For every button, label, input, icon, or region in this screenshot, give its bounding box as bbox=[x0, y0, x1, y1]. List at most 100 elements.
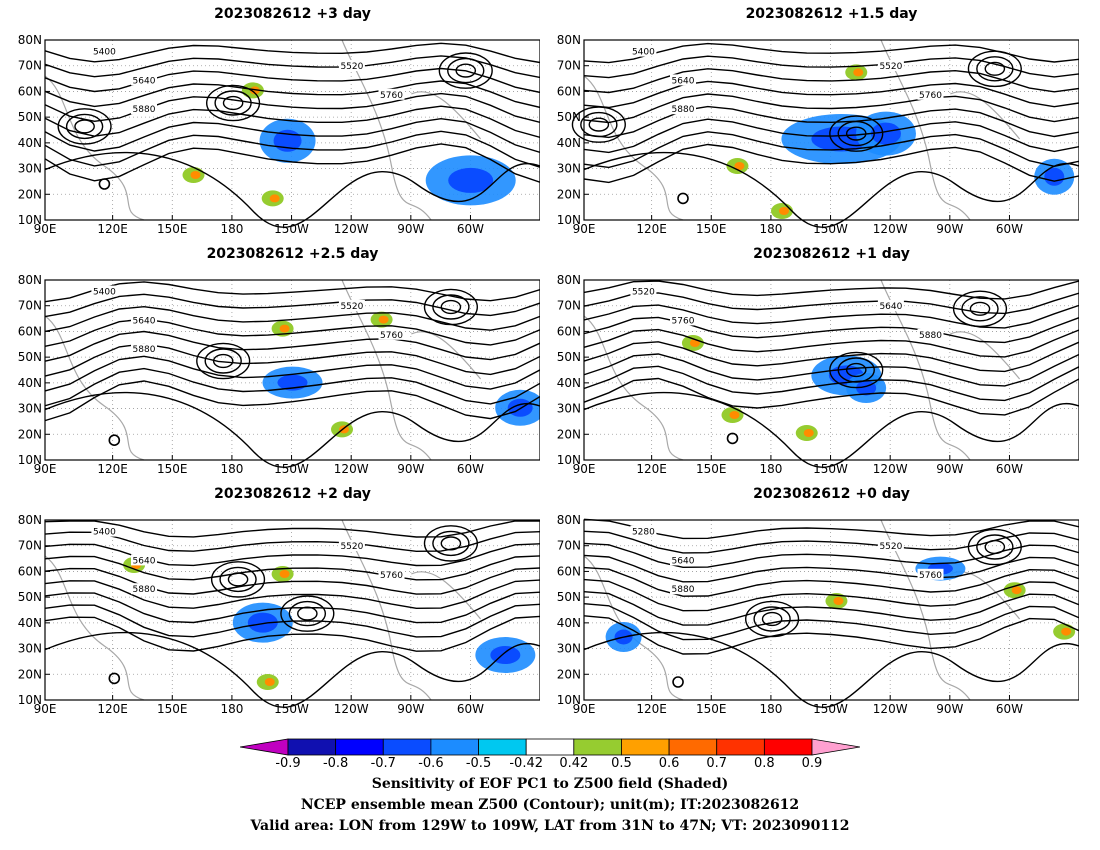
height-contour bbox=[44, 143, 540, 183]
contour-label: 5640 bbox=[131, 314, 157, 326]
colorbar-swatch bbox=[763, 738, 813, 756]
height-contour bbox=[583, 328, 1079, 358]
caption-line-3: Valid area: LON from 129W to 109W, LAT f… bbox=[250, 818, 850, 834]
y-tick-label: 10N bbox=[557, 213, 581, 227]
sensitivity-positive-core bbox=[378, 315, 389, 324]
x-tick-label: 180 bbox=[759, 462, 782, 474]
height-contour bbox=[583, 566, 1079, 597]
closed-contour-high bbox=[98, 178, 111, 190]
closed-contour-low bbox=[967, 528, 1022, 566]
svg-text:5400: 5400 bbox=[93, 528, 116, 538]
caption-line-2: NCEP ensemble mean Z500 (Contour); unit(… bbox=[300, 797, 800, 813]
map-panel: 5400 5520 5640 5760 5880 80N 70N 60N 50N 40N 30N 20… bbox=[18, 274, 540, 474]
svg-text:5760: 5760 bbox=[672, 316, 695, 326]
y-tick-label: 30N bbox=[557, 162, 581, 176]
x-tick-label: 150E bbox=[157, 462, 188, 474]
x-tick-label: 150W bbox=[813, 702, 848, 714]
y-tick-label: 80N bbox=[557, 274, 581, 287]
x-tick-label: 90W bbox=[397, 222, 424, 234]
height-contour bbox=[583, 316, 1079, 344]
contour-label: 5640 bbox=[670, 554, 696, 566]
height-contour bbox=[44, 520, 540, 538]
sensitivity-positive-core bbox=[803, 429, 814, 437]
y-tick-label: 30N bbox=[557, 402, 581, 416]
colorbar-high-extend bbox=[811, 738, 861, 756]
height-contour bbox=[44, 55, 540, 79]
plot-frame bbox=[583, 39, 1079, 221]
y-tick-label: 50N bbox=[18, 350, 42, 364]
y-tick-label: 10N bbox=[18, 453, 42, 467]
closed-contour-high bbox=[108, 672, 121, 685]
x-tick-label: 150W bbox=[274, 462, 309, 474]
x-tick-label: 120E bbox=[97, 462, 128, 474]
y-tick-label: 70N bbox=[18, 539, 42, 553]
x-tick-label: 120E bbox=[636, 222, 667, 234]
y-tick-label: 70N bbox=[18, 59, 42, 73]
contour-label: 5520 bbox=[338, 300, 365, 312]
colorbar-label: -0.8 bbox=[322, 756, 349, 771]
y-tick-label: 50N bbox=[557, 350, 581, 364]
y-tick-label: 60N bbox=[18, 564, 42, 578]
height-contour bbox=[44, 67, 540, 94]
svg-text:5400: 5400 bbox=[93, 48, 116, 58]
svg-text:5880: 5880 bbox=[919, 331, 942, 341]
sensitivity-positive-core bbox=[1011, 586, 1022, 595]
contour-label: 5880 bbox=[917, 328, 944, 341]
closed-contour-low bbox=[984, 61, 1006, 76]
sensitivity-positive-core bbox=[729, 411, 740, 419]
sensitivity-positive-core bbox=[779, 207, 789, 215]
closed-contour-low bbox=[432, 530, 470, 557]
x-tick-label: 60W bbox=[457, 462, 484, 474]
height-contour-5880 bbox=[44, 391, 540, 468]
sensitivity-positive-core bbox=[734, 162, 745, 170]
contour-label: 5760 bbox=[917, 568, 944, 581]
closed-contour-low bbox=[969, 301, 991, 316]
sensitivity-negative-core bbox=[448, 167, 494, 193]
height-contour bbox=[583, 365, 1079, 402]
closed-contour-low bbox=[845, 362, 867, 378]
height-contour bbox=[44, 555, 540, 581]
contour-label: 5880 bbox=[131, 343, 157, 355]
height-contour bbox=[44, 42, 540, 64]
closed-contour-low bbox=[57, 108, 112, 145]
svg-text:5520: 5520 bbox=[632, 288, 655, 298]
y-tick-label: 60N bbox=[557, 84, 581, 98]
plot-frame bbox=[583, 519, 1079, 701]
map-panel: 5400 5520 5640 5760 5880 80N 70N 60N 50N 40N 30N 20… bbox=[557, 34, 1079, 234]
closed-contour-low bbox=[210, 561, 266, 598]
contour-label: 5880 bbox=[131, 103, 157, 115]
x-tick-label: 60W bbox=[996, 222, 1023, 234]
contour-label: 5880 bbox=[670, 583, 696, 595]
contour-label: 5880 bbox=[670, 103, 696, 115]
svg-text:5880: 5880 bbox=[133, 345, 156, 355]
height-contour bbox=[44, 567, 540, 595]
x-tick-label: 90W bbox=[397, 702, 424, 714]
colorbar-label: 0.7 bbox=[706, 756, 728, 771]
plot-frame bbox=[44, 279, 540, 461]
closed-contour-low bbox=[837, 357, 875, 383]
height-contour bbox=[583, 68, 1079, 94]
contour-label: 5760 bbox=[917, 88, 944, 101]
x-tick-label: 150W bbox=[274, 702, 309, 714]
svg-text:5640: 5640 bbox=[133, 76, 156, 86]
x-tick-label: 120E bbox=[636, 462, 667, 474]
x-tick-label: 90E bbox=[34, 462, 57, 474]
y-tick-label: 20N bbox=[557, 187, 581, 201]
height-contour bbox=[44, 92, 540, 123]
contour-label: 5520 bbox=[877, 540, 904, 552]
y-tick-label: 60N bbox=[18, 324, 42, 338]
colorbar-label: 0.6 bbox=[658, 756, 680, 771]
sensitivity-positive-core bbox=[249, 86, 260, 95]
y-tick-label: 20N bbox=[18, 187, 42, 201]
height-contour-5880 bbox=[583, 391, 1079, 468]
colorbar-swatch bbox=[668, 738, 718, 756]
height-contour bbox=[44, 330, 540, 362]
contour-label: 5520 bbox=[877, 60, 904, 72]
closed-contour-low bbox=[423, 288, 478, 326]
x-tick-label: 90E bbox=[34, 222, 57, 234]
closed-contour-low bbox=[196, 342, 251, 380]
closed-contour-low bbox=[65, 113, 104, 140]
x-tick-label: 150E bbox=[696, 462, 727, 474]
y-tick-label: 30N bbox=[557, 642, 581, 656]
height-contour bbox=[44, 579, 540, 610]
